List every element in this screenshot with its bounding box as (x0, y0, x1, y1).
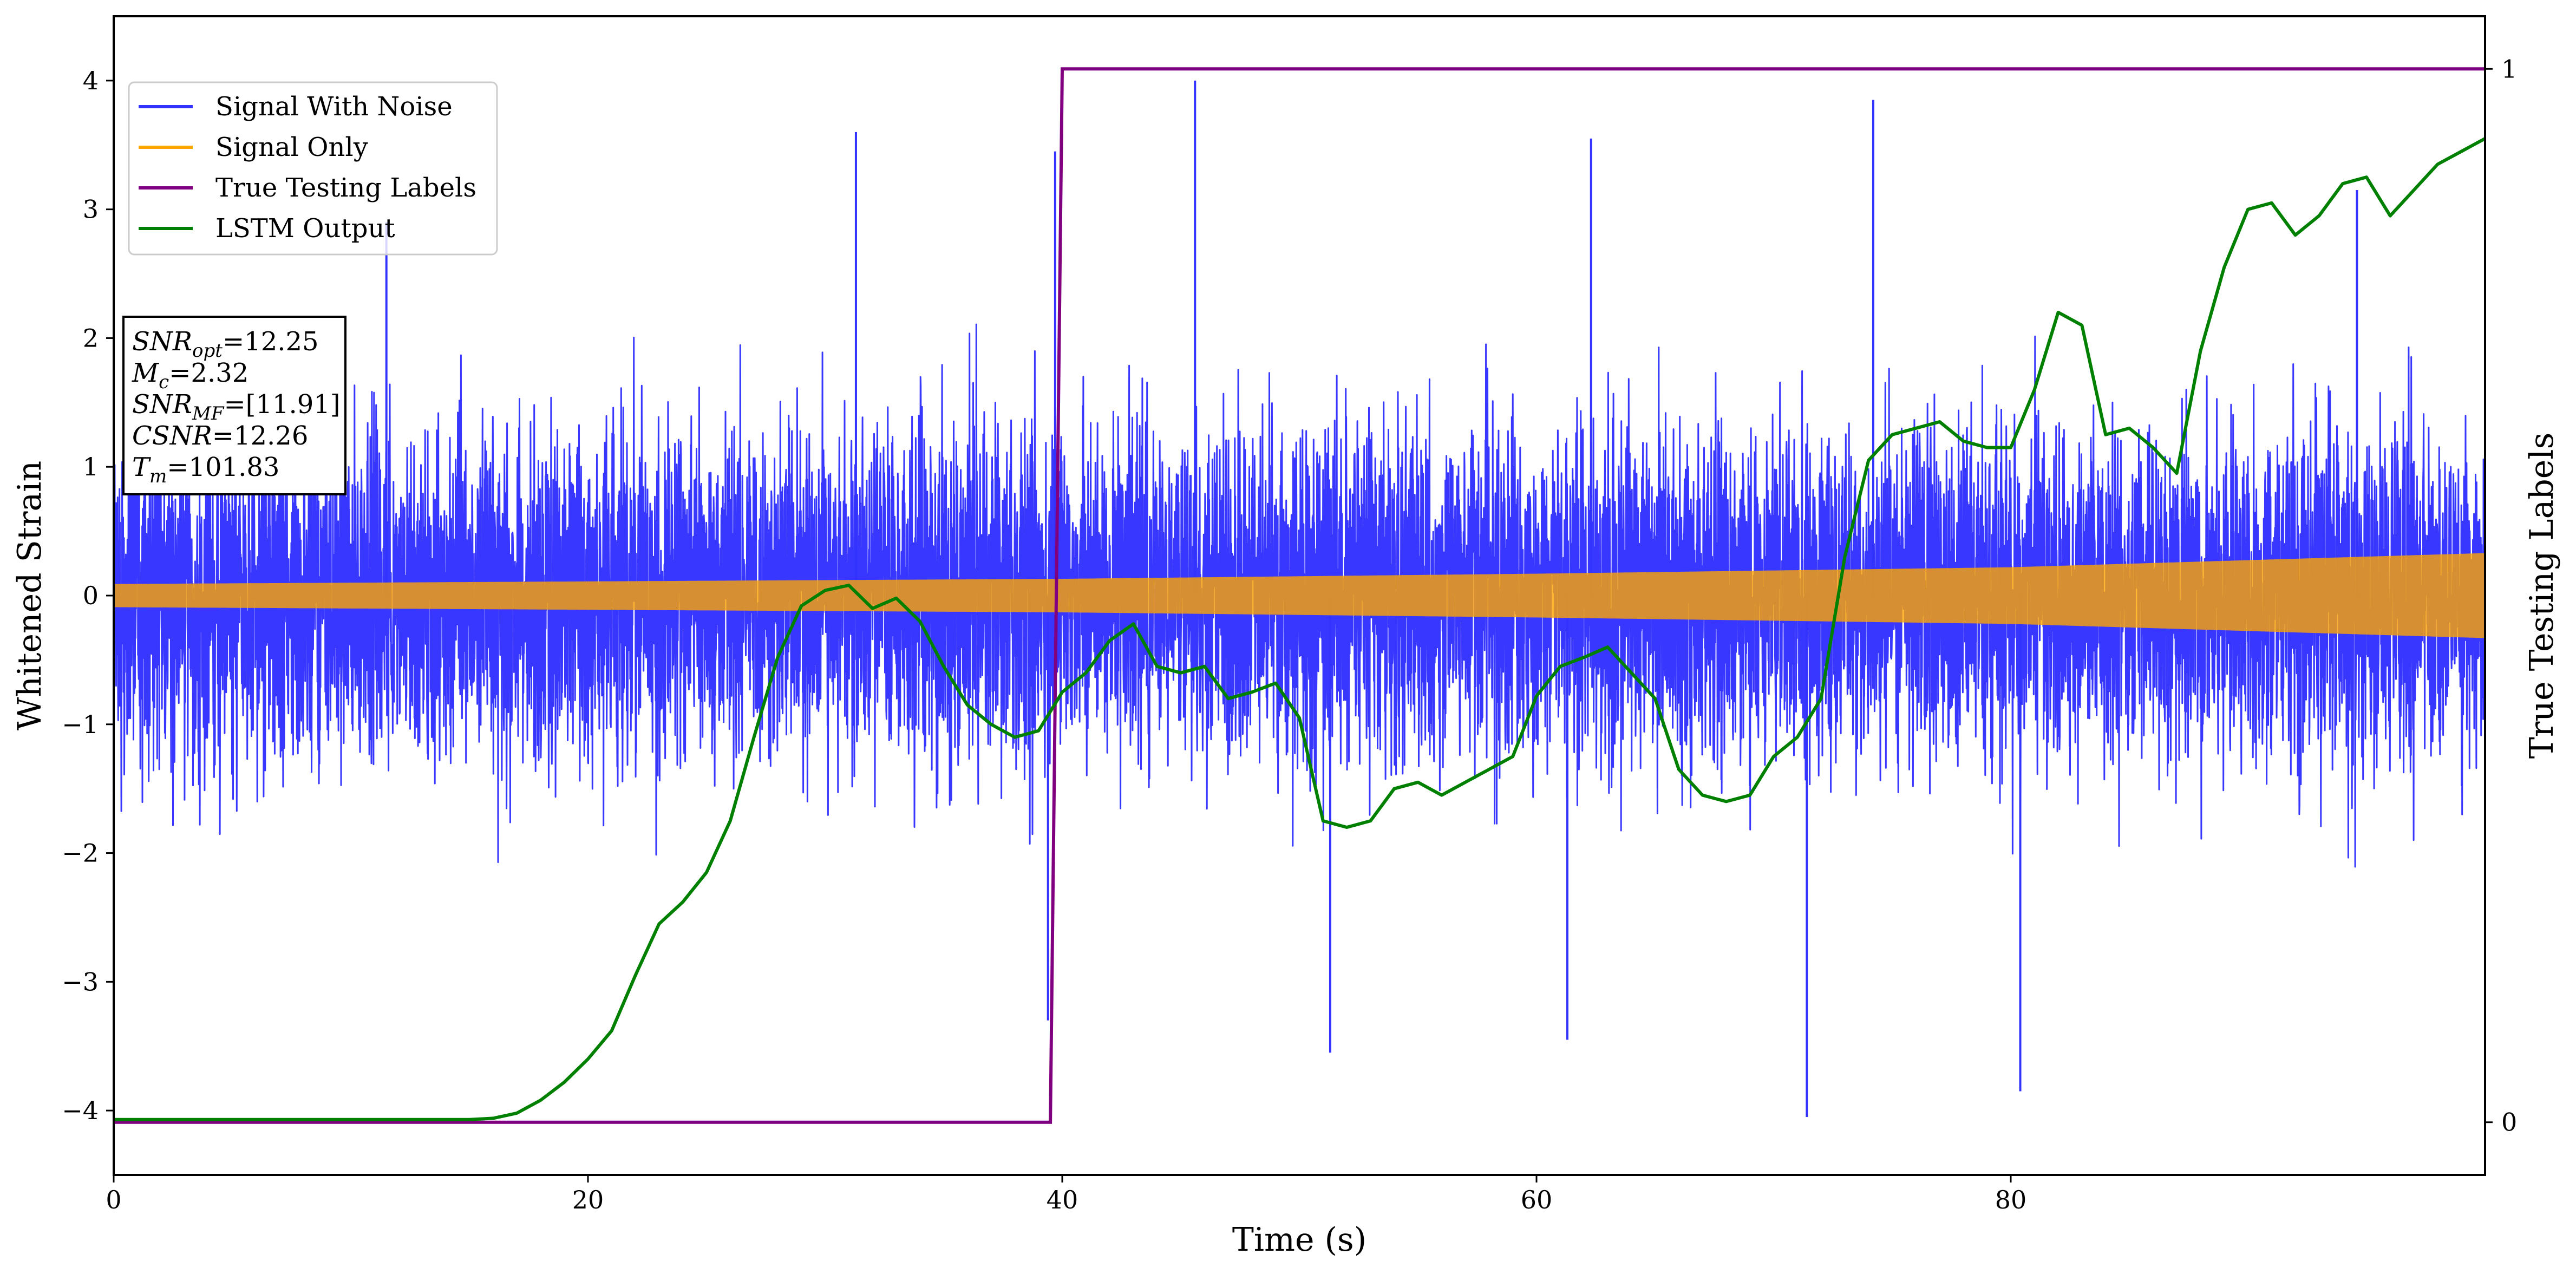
legend-frame (128, 81, 498, 256)
x-axis-title: Time (s) (1232, 1221, 1367, 1259)
info-line: SNRopt=12.25 (132, 326, 319, 362)
x-tick-label: 20 (572, 1185, 604, 1214)
y-left-tick-label: −3 (62, 967, 99, 996)
y-left-tick-label: −2 (62, 839, 99, 868)
info-line: CSNR=12.26 (132, 421, 308, 451)
y-axis-title-left: Whitened Strain (11, 461, 49, 730)
series-signal-with-noise (114, 323, 2485, 868)
series-signal-only (114, 553, 2485, 638)
info-line: Tm=101.83 (132, 452, 279, 487)
legend-label: True Testing Labels (215, 173, 476, 203)
y-left-tick-label: 4 (83, 66, 99, 95)
y-right-tick-label: 1 (2501, 54, 2517, 83)
y-left-tick-label: 0 (83, 581, 99, 610)
legend-label: LSTM Output (215, 213, 395, 244)
y-left-tick-label: −1 (62, 710, 99, 739)
y-right-tick-label: 0 (2501, 1108, 2517, 1137)
x-tick-label: 60 (1521, 1185, 1553, 1214)
x-tick-label: 40 (1047, 1185, 1078, 1214)
y-left-tick-label: 1 (83, 452, 99, 481)
x-tick-label: 0 (106, 1185, 121, 1214)
y-left-tick-label: 3 (83, 195, 99, 224)
info-box-frame (122, 316, 346, 495)
y-left-tick-label: −4 (62, 1096, 99, 1125)
x-tick-label: 80 (1995, 1185, 2027, 1214)
series-true-testing-labels (114, 67, 2485, 1124)
legend-label: Signal With Noise (215, 92, 453, 122)
series-lstm-output (114, 137, 2485, 1121)
info-line: Mc=2.32 (132, 358, 249, 393)
y-axis-title-right: True Testing Labels (2523, 433, 2561, 759)
y-left-tick-label: 2 (83, 323, 99, 352)
series-layer (114, 67, 2485, 1124)
info-box: SNRopt=12.25Mc=2.32SNRMF=[11.91]CSNR=12.… (122, 316, 346, 495)
legend-label: Signal Only (215, 132, 368, 162)
legend: Signal With Noise Signal Only True Testing… (128, 81, 498, 256)
info-line: SNRMF=[11.91] (132, 389, 341, 424)
